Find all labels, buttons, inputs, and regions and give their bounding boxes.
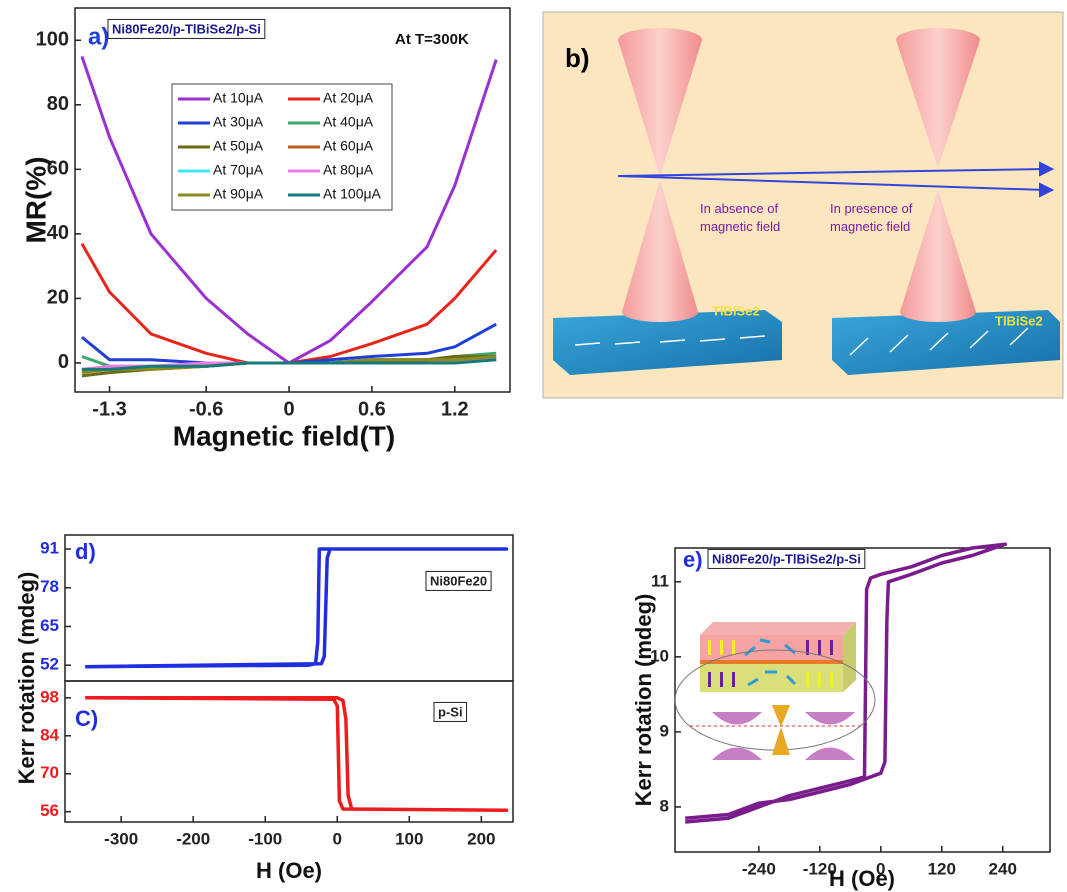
caption-box: In presence of magnetic field [830, 200, 940, 240]
series-line [82, 244, 496, 363]
x-tick-label: 240 [989, 859, 1017, 878]
x-tick-label: 0.6 [358, 398, 386, 420]
material-label: TlBiSe2 [712, 303, 760, 318]
series-line [85, 549, 506, 667]
legend-label: At 50μA [213, 138, 264, 154]
x-tick-label: -300 [104, 829, 138, 848]
y-tick-label: 91 [40, 538, 59, 557]
annotation: Ni80Fe20/p-TlBiSe2/p-Si [712, 551, 861, 566]
x-tick-label: -100 [248, 829, 282, 848]
legend-label: At 70μA [213, 162, 264, 178]
x-tick-label: 0 [333, 829, 342, 848]
panel-label: d) [75, 539, 96, 564]
caption: In absence of magnetic field [700, 200, 810, 236]
y-tick-label: 52 [40, 655, 59, 674]
series-line [82, 324, 496, 363]
y-tick-label: 84 [40, 725, 59, 744]
plot-frame [675, 548, 1050, 852]
y-tick-label: 0 [58, 351, 69, 373]
x-tick-label: -0.6 [189, 398, 223, 420]
y-tick-label: 78 [40, 577, 59, 596]
annotation: Ni80Fe20/p-TlBiSe2/p-Si [112, 21, 261, 36]
legend-label: At 20μA [323, 90, 374, 106]
y-tick-label: 100 [36, 29, 69, 51]
inset-diagram [675, 622, 875, 760]
x-tick-label: 1.2 [441, 398, 469, 420]
y-axis-label: MR(%) [20, 156, 51, 243]
plot-frame [65, 535, 513, 681]
panel-label: C) [75, 706, 98, 731]
x-tick-label: 200 [467, 829, 495, 848]
legend-label: At 10μA [213, 90, 264, 106]
y-tick-label: 80 [47, 93, 69, 115]
y-tick-label: 98 [40, 687, 59, 706]
y-tick-label: 8 [660, 796, 669, 815]
x-tick-label: 100 [395, 829, 423, 848]
legend-label: At 90μA [213, 186, 264, 202]
caption-box: In absence of magnetic field [700, 200, 810, 240]
x-tick-label: 0 [283, 398, 294, 420]
annotation: Ni80Fe20 [430, 573, 487, 588]
annotation: At T=300K [395, 31, 469, 48]
caption: In presence of magnetic field [830, 200, 940, 236]
x-tick-label: -240 [742, 859, 776, 878]
panel-b: b) In absence of magnetic field In prese… [543, 12, 1063, 398]
y-axis-label: Kerr rotation (mdeg) [14, 572, 39, 785]
y-tick-label: 11 [651, 571, 669, 590]
legend-label: At 30μA [213, 114, 264, 130]
x-axis-label: Magnetic field(T) [173, 420, 395, 451]
x-tick-label: 120 [928, 859, 956, 878]
y-tick-label: 20 [47, 287, 69, 309]
panel-label: a) [88, 23, 109, 50]
annotation: p-Si [438, 704, 463, 719]
y-tick-label: 56 [40, 801, 59, 820]
x-tick-label: -200 [176, 829, 210, 848]
legend-label: At 60μA [323, 138, 374, 154]
panel-label: e) [683, 547, 703, 572]
y-tick-label: 9 [660, 721, 669, 740]
panel-label: b) [565, 43, 590, 73]
figure: b) In absence of magnetic field In prese… [0, 0, 1067, 892]
x-tick-label: -1.3 [92, 398, 126, 420]
y-axis-label: Kerr rotation (mdeg) [631, 594, 656, 807]
legend-label: At 100μA [323, 186, 382, 202]
material-label: TlBiSe2 [995, 313, 1043, 328]
legend-label: At 40μA [323, 114, 374, 130]
x-axis-label: H (Oe) [256, 858, 322, 883]
y-tick-label: 65 [40, 616, 59, 635]
y-tick-label: 70 [40, 763, 59, 782]
x-axis-label: H (Oe) [829, 866, 895, 891]
legend-label: At 80μA [323, 162, 374, 178]
